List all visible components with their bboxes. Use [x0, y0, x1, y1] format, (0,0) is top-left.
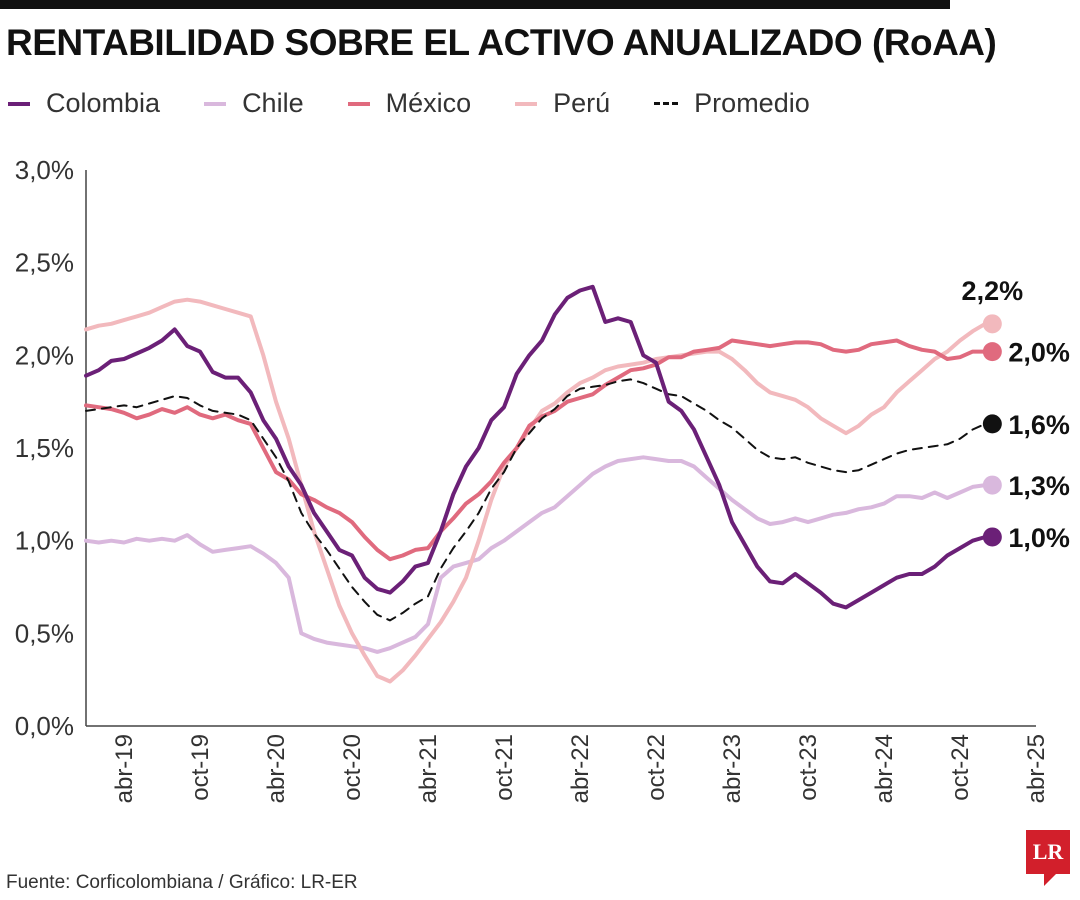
- legend-swatch-promedio: [654, 102, 679, 105]
- x-tick-label: abr-20: [263, 734, 290, 803]
- x-tick-label: abr-21: [415, 734, 442, 803]
- legend-item-mexico: México: [347, 88, 472, 119]
- x-tick-label: abr-19: [111, 734, 138, 803]
- legend-label-promedio: Promedio: [694, 88, 810, 118]
- legend-swatch-colombia: [8, 101, 30, 106]
- y-tick-label: 1,0%: [15, 526, 74, 556]
- end-marker-colombia: [982, 527, 1002, 547]
- x-tick-label: oct-20: [339, 734, 366, 801]
- legend-swatch-chile: [204, 101, 227, 106]
- x-tick-label: oct-24: [947, 734, 974, 801]
- chart-title: RENTABILIDAD SOBRE EL ACTIVO ANUALIZADO …: [6, 22, 997, 63]
- x-tick-label: abr-25: [1023, 734, 1050, 803]
- chart-axes: [85, 170, 1036, 727]
- y-tick-label: 2,5%: [15, 248, 74, 278]
- legend-label-chile: Chile: [242, 88, 304, 118]
- end-marker-perú: [982, 314, 1002, 334]
- x-axis-ticks: abr-19 oct-19 abr-20 oct-20 abr-21 oct-21 abr-…: [111, 734, 1050, 803]
- series-line-colombia: [84, 284, 988, 610]
- x-tick-label: oct-23: [795, 734, 822, 801]
- y-tick-label: 0,0%: [15, 711, 74, 741]
- legend-swatch-mexico: [347, 101, 370, 106]
- end-marker-promedio: [982, 414, 1002, 434]
- series-line-chile: [84, 455, 988, 654]
- x-tick-label: oct-22: [643, 734, 670, 801]
- legend-label-peru: Perú: [553, 88, 611, 118]
- legend-label-colombia: Colombia: [46, 88, 161, 118]
- lr-logo: LR: [1026, 830, 1070, 874]
- end-label-chile: 1,3%: [1008, 471, 1070, 501]
- end-label-promedio: 1,6%: [1008, 410, 1070, 440]
- legend-item-promedio: Promedio: [654, 88, 810, 119]
- legend-item-peru: Perú: [515, 88, 610, 119]
- y-tick-label: 1,5%: [15, 433, 74, 463]
- x-tick-label: abr-22: [567, 734, 594, 803]
- x-tick-label: oct-19: [187, 734, 214, 801]
- x-tick-label: abr-24: [871, 734, 898, 803]
- end-label-méxico: 2,0%: [1008, 338, 1070, 368]
- end-marker-chile: [982, 475, 1002, 495]
- end-markers: 1,0% 1,3% 2,0% 2,2% 1,6%: [962, 276, 1070, 553]
- legend-label-mexico: México: [385, 88, 472, 118]
- x-tick-label: abr-23: [719, 734, 746, 803]
- legend-swatch-peru: [515, 101, 538, 106]
- end-marker-méxico: [982, 342, 1002, 362]
- end-label-perú: 2,2%: [962, 276, 1024, 306]
- series-line-perú: [84, 297, 988, 684]
- legend: Colombia Chile México Perú Promedio: [8, 88, 854, 119]
- source-note: Fuente: Corficolombiana / Gráfico: LR-ER: [6, 872, 358, 893]
- series-lines: [84, 284, 988, 684]
- lr-logo-tail: [1044, 874, 1056, 886]
- legend-item-chile: Chile: [204, 88, 304, 119]
- y-axis-ticks: 0,0% 0,5% 1,0% 1,5% 2,0% 2,5% 3,0%: [15, 155, 74, 741]
- y-tick-label: 3,0%: [15, 155, 74, 185]
- y-tick-label: 2,0%: [15, 340, 74, 370]
- series-line-méxico: [84, 338, 988, 562]
- line-chart: 0,0% 0,5% 1,0% 1,5% 2,0% 2,5% 3,0% abr-19 oct-1…: [15, 155, 1070, 803]
- y-tick-label: 0,5%: [15, 618, 74, 648]
- end-label-colombia: 1,0%: [1008, 523, 1070, 553]
- top-bar: [0, 0, 950, 9]
- legend-item-colombia: Colombia: [8, 88, 160, 119]
- x-tick-label: oct-21: [491, 734, 518, 801]
